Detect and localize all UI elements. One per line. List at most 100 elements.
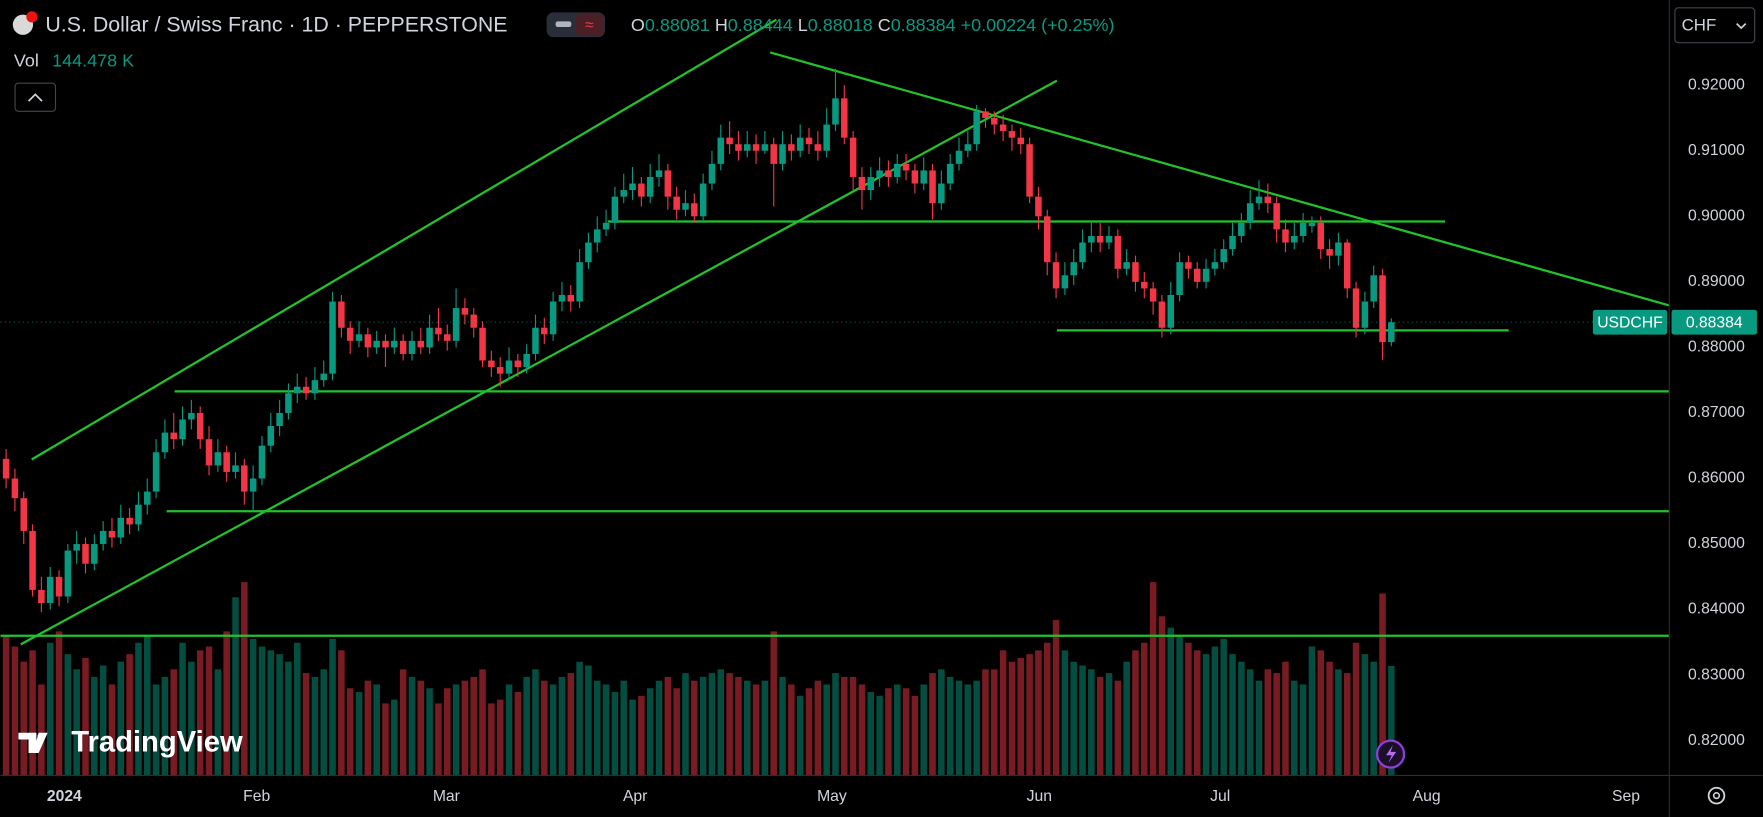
volume-bar: [355, 692, 363, 776]
collapse-button[interactable]: [14, 82, 57, 112]
volume-bar: [1370, 661, 1377, 776]
volume-bar: [276, 654, 283, 776]
candle-body: [38, 589, 45, 604]
candle-body: [452, 308, 460, 341]
volume-bar: [196, 650, 204, 776]
volume-bar: [443, 688, 451, 776]
volume-bar: [1379, 593, 1386, 776]
candle-body: [611, 196, 619, 223]
candle-body: [1220, 249, 1227, 263]
candle-body: [391, 340, 398, 348]
candle-body: [135, 504, 142, 525]
volume-bar: [161, 676, 169, 776]
candle-body: [320, 373, 327, 381]
volume-bar: [399, 669, 407, 776]
candle-body: [55, 576, 63, 597]
candle-body: [1291, 235, 1298, 243]
y-tick-label: 0.87000: [1688, 404, 1745, 421]
volume-bar: [1238, 661, 1245, 776]
candle-body: [285, 393, 292, 413]
candle-body: [205, 439, 213, 466]
brand-name: TradingView: [71, 727, 243, 759]
volume-bar: [849, 676, 857, 776]
y-tick-label: 0.84000: [1688, 601, 1745, 618]
x-tick-label: Feb: [243, 788, 270, 805]
volume-bar: [708, 673, 716, 776]
candle-body: [496, 367, 504, 374]
ohlc: O0.88081 H0.88444 L0.88018 C0.88384 +0.0…: [631, 15, 1115, 35]
candle-body: [152, 452, 160, 492]
volume-bar: [541, 680, 548, 776]
volume-bar: [205, 646, 213, 776]
ohlc-value: 0.88081: [645, 15, 710, 35]
candle-body: [1273, 203, 1280, 230]
volume-bar: [982, 669, 989, 776]
candle-body: [717, 137, 725, 164]
ohlc-label: C: [878, 15, 891, 35]
candle-body: [902, 163, 910, 171]
x-tick-label: Jun: [1027, 788, 1052, 805]
volume-bar: [479, 669, 486, 776]
candle-body: [1211, 262, 1219, 269]
candle-body: [1352, 288, 1360, 328]
axes-layer: 0.82000 0.83000 0.84000 0.85000 0.86000 0.870…: [0, 76, 1757, 805]
y-tick-label: 0.83000: [1688, 666, 1745, 683]
volume-bar: [435, 703, 442, 776]
candle-body: [1035, 196, 1042, 217]
candle-body: [946, 163, 954, 184]
candle-body: [1264, 196, 1272, 204]
candle-body: [117, 517, 125, 538]
candle-body: [1176, 262, 1183, 295]
volume-bar: [311, 676, 319, 776]
candle-body: [796, 137, 804, 151]
candle-body: [752, 144, 760, 151]
volume-bar: [505, 684, 513, 776]
candle-body: [1326, 249, 1333, 256]
candle-body: [20, 498, 27, 531]
currency-dropdown[interactable]: [1674, 7, 1756, 44]
volume-bar: [814, 680, 822, 776]
volume-bar: [999, 650, 1007, 776]
volume-bar: [885, 688, 892, 776]
volume-bar: [549, 684, 557, 776]
candle-body: [743, 144, 751, 151]
volume-bar: [673, 688, 680, 776]
candle-body: [249, 478, 257, 492]
candle-body: [1246, 203, 1254, 223]
x-tick-label: 2024: [47, 788, 82, 805]
volume-bar: [91, 676, 98, 776]
volume-bar: [346, 688, 354, 776]
volume-bar: [991, 669, 998, 776]
volume-bar: [752, 684, 760, 776]
volume-bar: [558, 676, 566, 776]
volume-bar: [1193, 650, 1201, 776]
volume-bar: [655, 680, 663, 776]
volume-bar: [170, 669, 177, 776]
candle-body: [832, 98, 839, 125]
volume-bar: [1229, 654, 1236, 776]
candle-body: [311, 380, 319, 394]
volume-bar: [938, 669, 945, 776]
volume-bar: [320, 669, 327, 776]
candle-body: [1335, 242, 1342, 256]
candle-body: [46, 576, 54, 604]
volume-bar: [488, 703, 495, 776]
volume-bar: [1105, 673, 1113, 776]
volume-bar: [1070, 661, 1077, 776]
candle-body: [470, 314, 477, 328]
volume-bar: [73, 669, 80, 776]
volume-bar: [38, 684, 45, 776]
candle-body: [858, 176, 866, 191]
candle-body: [1299, 222, 1307, 236]
candle-body: [982, 111, 989, 118]
volume-bar: [108, 684, 116, 776]
candle-body: [541, 327, 548, 335]
candle-body: [364, 334, 372, 348]
candle-body: [294, 386, 301, 394]
volume-bar: [1052, 620, 1060, 776]
volume-bar: [1246, 669, 1254, 776]
volume-bar: [691, 680, 698, 776]
y-tick-label: 0.88000: [1688, 339, 1745, 356]
settings-button[interactable]: [1707, 786, 1726, 805]
volume-bar: [532, 669, 539, 776]
